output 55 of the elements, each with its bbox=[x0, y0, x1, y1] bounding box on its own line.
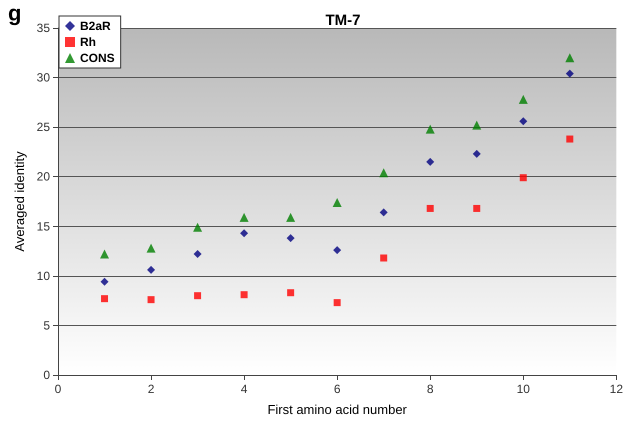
point bbox=[240, 291, 248, 298]
point bbox=[380, 208, 388, 216]
x-tick-label: 10 bbox=[516, 382, 530, 396]
point bbox=[473, 204, 480, 212]
legend-label: B2aR bbox=[80, 19, 112, 33]
point bbox=[566, 70, 574, 78]
point bbox=[194, 250, 202, 258]
y-tick-label: 20 bbox=[36, 170, 50, 184]
y-tick-label: 35 bbox=[36, 21, 50, 35]
point bbox=[426, 124, 435, 134]
point bbox=[426, 204, 434, 212]
x-tick-label: 6 bbox=[334, 382, 341, 396]
point bbox=[472, 120, 482, 130]
point bbox=[148, 296, 155, 304]
point bbox=[287, 289, 294, 296]
point bbox=[100, 278, 109, 286]
point bbox=[519, 117, 528, 126]
point bbox=[520, 174, 527, 182]
point bbox=[565, 53, 574, 62]
point bbox=[101, 295, 108, 302]
x-tick-label: 0 bbox=[54, 382, 62, 396]
point bbox=[518, 94, 528, 104]
point bbox=[334, 299, 341, 306]
point bbox=[332, 198, 342, 207]
x-tick-label: 2 bbox=[148, 382, 155, 396]
x-tick-label: 8 bbox=[426, 382, 434, 396]
point bbox=[286, 234, 295, 242]
y-tick-label: 5 bbox=[43, 318, 50, 332]
y-tick-label: 15 bbox=[36, 219, 50, 234]
legend-label: Rh bbox=[80, 35, 96, 49]
point bbox=[240, 212, 249, 222]
point bbox=[240, 229, 248, 238]
point bbox=[379, 168, 388, 178]
point bbox=[193, 222, 202, 232]
x-tick-label: 4 bbox=[240, 382, 248, 396]
y-tick-label: 25 bbox=[36, 120, 50, 134]
point bbox=[426, 158, 434, 166]
chart-title: TM-7 bbox=[326, 12, 360, 29]
point bbox=[100, 250, 110, 259]
y-axis-title: Averaged identity bbox=[12, 150, 27, 252]
y-tick-label: 10 bbox=[36, 268, 50, 283]
x-tick-label: 12 bbox=[610, 382, 624, 396]
legend-label: CONS bbox=[80, 51, 115, 65]
point bbox=[286, 212, 296, 222]
y-tick-label: 30 bbox=[36, 70, 50, 85]
point bbox=[333, 246, 342, 254]
point bbox=[566, 136, 574, 143]
y-tick-label: 0 bbox=[43, 368, 50, 382]
point bbox=[472, 150, 481, 158]
text: g bbox=[8, 0, 22, 26]
point bbox=[146, 244, 156, 253]
x-axis-title: First amino acid number bbox=[267, 402, 408, 417]
point bbox=[194, 292, 202, 300]
point bbox=[380, 254, 388, 262]
point bbox=[147, 266, 156, 274]
